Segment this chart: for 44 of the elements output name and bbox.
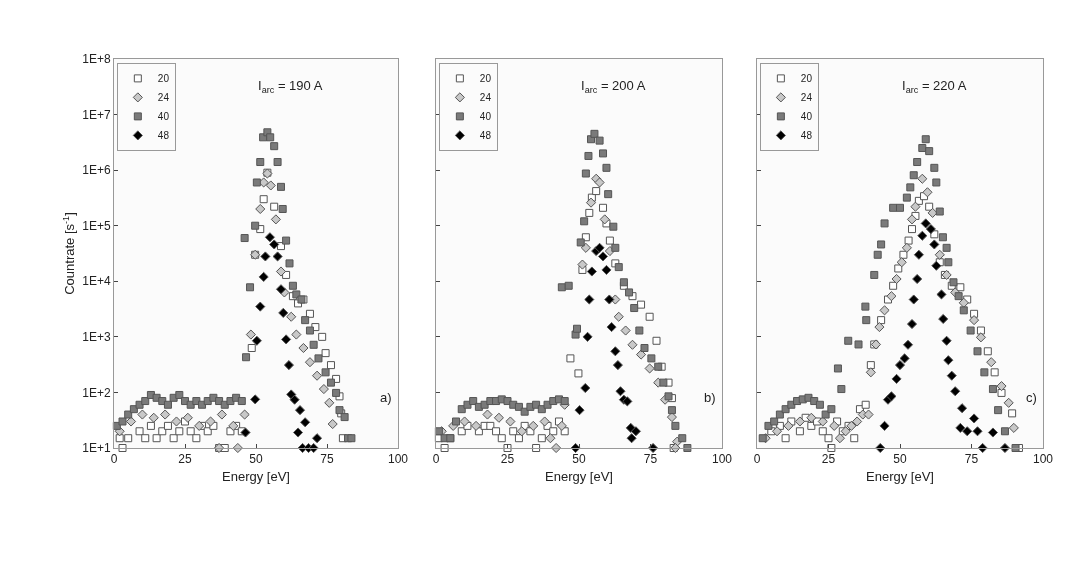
legend-label: 40 [479,111,492,123]
y-tick-label: 1E+4 [82,274,111,289]
legend-label: 48 [800,130,813,142]
y-tick-label: 1E+3 [82,330,111,345]
y-tick-label: 1E+5 [82,218,111,233]
x-tick-label: 0 [753,452,761,467]
x-tick-label: 0 [432,452,440,467]
text: I$_{arc}$ = 190 A [258,78,323,95]
x-tick-label: 100 [711,452,733,467]
legend-label: 40 [157,111,170,123]
x-tick-label: 50 [893,452,907,467]
x-tick-label: 75 [643,452,658,467]
x-tick-label: 75 [964,452,979,467]
x-tick-label: 25 [178,452,192,467]
annotation: b) [704,390,716,405]
legend-label: 20 [479,73,492,85]
legend-label: 48 [157,130,170,142]
x-tick-label: 75 [320,452,334,467]
y-tick-label: 1E+8 [82,52,111,67]
text: I$_{arc}$ = 220 A [902,78,967,95]
annotation: a) [380,390,392,405]
legend-label: 48 [479,130,492,142]
y-tick-label: 1E+2 [82,385,111,400]
annotation: c) [1026,390,1037,405]
legend-label: 24 [479,92,492,104]
x-tick-label: 50 [572,452,586,467]
x-tick-label: 100 [1032,452,1054,467]
y-tick-label: 1E+1 [82,441,111,456]
x-axis-title: Energy [eV] [866,469,934,484]
legend-label: 40 [800,111,813,123]
legend-label: 20 [800,73,813,85]
legend-label: 24 [800,92,813,104]
x-tick-label: 0 [110,452,118,467]
x-tick-label: 25 [500,452,515,467]
x-tick-label: 25 [821,452,836,467]
legend-label: 24 [157,92,170,104]
legend-label: 20 [157,73,170,85]
x-tick-label: 50 [249,452,263,467]
text: I$_{arc}$ = 200 A [581,78,646,95]
y-tick-label: 1E+7 [82,107,111,122]
x-axis-title: Energy [eV] [222,469,290,484]
y-tick-label: 1E+6 [82,163,111,178]
x-tick-label: 100 [387,452,409,467]
x-axis-title: Energy [eV] [545,469,613,484]
